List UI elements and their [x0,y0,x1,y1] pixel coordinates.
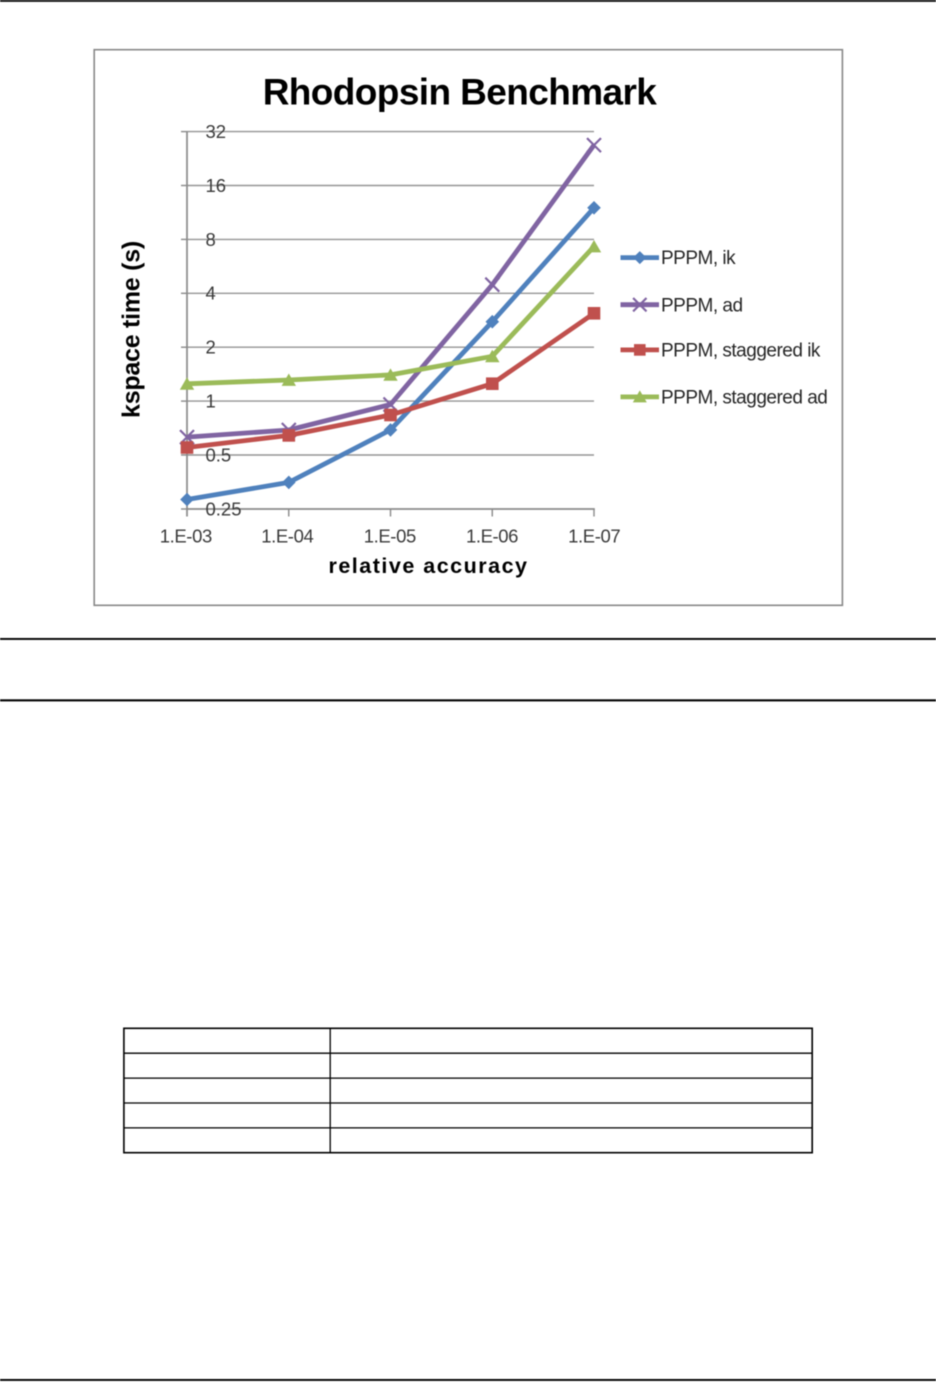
svg-text:4: 4 [206,283,216,304]
svg-text:1.E-05: 1.E-05 [364,526,416,547]
svg-text:PPPM, staggered ik: PPPM, staggered ik [661,341,821,362]
svg-text:0.5: 0.5 [206,444,232,465]
svg-text:kspace time (s): kspace time (s) [118,241,146,418]
svg-text:1.E-07: 1.E-07 [568,526,620,547]
svg-text:relative accuracy: relative accuracy [328,554,528,578]
svg-text:1: 1 [206,391,216,412]
svg-text:PPPM, staggered ad: PPPM, staggered ad [661,388,827,409]
svg-text:1.E-06: 1.E-06 [466,526,518,547]
svg-text:16: 16 [206,175,227,196]
svg-text:PPPM, ad: PPPM, ad [661,295,743,316]
svg-text:1.E-03: 1.E-03 [160,526,212,547]
svg-text:1.E-04: 1.E-04 [261,526,313,547]
svg-text:2: 2 [206,337,216,358]
svg-text:PPPM, ik: PPPM, ik [661,248,736,269]
svg-text:8: 8 [206,229,216,250]
svg-text:Rhodopsin Benchmark: Rhodopsin Benchmark [263,72,658,113]
svg-text:0.25: 0.25 [206,498,242,519]
svg-text:32: 32 [206,121,227,142]
